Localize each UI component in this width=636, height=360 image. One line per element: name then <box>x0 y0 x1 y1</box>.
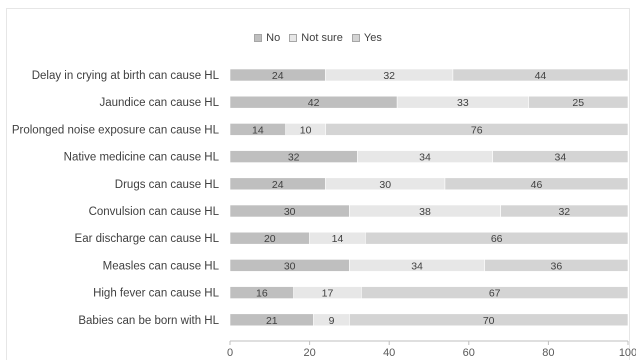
data-label-yes-jaundice-can-cause-hl: 25 <box>572 97 584 109</box>
data-label-no-delay-in-crying-at-birth-can-cause-hl: 24 <box>272 70 284 82</box>
x-tick-label: 40 <box>383 347 395 359</box>
bar-yes-babies-can-be-born-with-hl <box>349 313 629 327</box>
data-label-no-measles-can-cause-hl: 30 <box>284 260 296 272</box>
category-label-ear-discharge-can-cause-hl: Ear discharge can cause HL <box>75 233 220 245</box>
data-label-yes-native-medicine-can-cause-hl: 34 <box>554 152 566 164</box>
data-label-no-convulsion-can-cause-hl: 30 <box>284 206 296 218</box>
legend-label-yes: Yes <box>363 32 382 44</box>
data-label-no-high-fever-can-cause-hl: 16 <box>256 288 268 300</box>
data-label-not-sure-high-fever-can-cause-hl: 17 <box>322 288 334 300</box>
data-label-not-sure-delay-in-crying-at-birth-can-cause-hl: 32 <box>383 70 395 82</box>
chart-legend: No Not sure Yes <box>0 32 636 45</box>
legend-item-not-sure: Not sure <box>289 32 343 44</box>
bar-yes-drugs-can-cause-hl <box>444 177 629 191</box>
bar-yes-delay-in-crying-at-birth-can-cause-hl <box>452 68 629 82</box>
x-tick-label: 0 <box>227 347 233 359</box>
legend-label-no: No <box>266 32 281 44</box>
category-label-babies-can-be-born-with-hl: Babies can be born with HL <box>78 315 219 327</box>
bar-yes-native-medicine-can-cause-hl <box>492 150 629 163</box>
category-label-prolonged-noise-exposure-can-cause-hl: Prolonged noise exposure can cause HL <box>12 124 220 136</box>
data-label-no-prolonged-noise-exposure-can-cause-hl: 14 <box>252 124 264 136</box>
bar-yes-convulsion-can-cause-hl <box>500 204 629 218</box>
data-label-yes-high-fever-can-cause-hl: 67 <box>489 288 501 300</box>
data-label-not-sure-jaundice-can-cause-hl: 33 <box>457 97 469 109</box>
data-label-no-babies-can-be-born-with-hl: 21 <box>266 315 278 327</box>
category-label-delay-in-crying-at-birth-can-cause-hl: Delay in crying at birth can cause HL <box>32 70 220 82</box>
data-label-yes-delay-in-crying-at-birth-can-cause-hl: 44 <box>535 70 547 82</box>
bar-yes-prolonged-noise-exposure-can-cause-hl <box>325 123 629 136</box>
data-label-not-sure-babies-can-be-born-with-hl: 9 <box>329 315 335 327</box>
x-tick-label: 60 <box>463 347 475 359</box>
data-label-not-sure-convulsion-can-cause-hl: 38 <box>419 206 431 218</box>
data-label-yes-drugs-can-cause-hl: 46 <box>531 179 543 191</box>
category-label-jaundice-can-cause-hl: Jaundice can cause HL <box>99 97 219 109</box>
category-label-measles-can-cause-hl: Measles can cause HL <box>103 260 220 272</box>
legend-item-yes: Yes <box>351 32 382 44</box>
x-tick-label: 80 <box>542 347 554 359</box>
bar-yes-measles-can-cause-hl <box>484 259 629 272</box>
data-label-yes-babies-can-be-born-with-hl: 70 <box>483 315 495 327</box>
data-label-not-sure-ear-discharge-can-cause-hl: 14 <box>332 233 344 245</box>
bar-yes-high-fever-can-cause-hl <box>361 286 629 299</box>
data-label-not-sure-prolonged-noise-exposure-can-cause-hl: 10 <box>300 124 312 136</box>
data-label-no-jaundice-can-cause-hl: 42 <box>308 97 320 109</box>
legend-swatch-not-sure <box>289 34 298 42</box>
data-label-not-sure-native-medicine-can-cause-hl: 34 <box>419 152 431 164</box>
bar-yes-ear-discharge-can-cause-hl <box>365 231 629 245</box>
category-label-high-fever-can-cause-hl: High fever can cause HL <box>93 288 220 300</box>
data-label-yes-ear-discharge-can-cause-hl: 66 <box>491 233 503 245</box>
legend-item-no: No <box>254 32 280 44</box>
data-label-not-sure-drugs-can-cause-hl: 30 <box>379 179 391 191</box>
x-tick-label: 100 <box>619 347 636 359</box>
data-label-yes-prolonged-noise-exposure-can-cause-hl: 76 <box>471 124 483 136</box>
category-label-drugs-can-cause-hl: Drugs can cause HL <box>115 179 220 191</box>
category-label-native-medicine-can-cause-hl: Native medicine can cause HL <box>64 152 220 164</box>
data-label-no-native-medicine-can-cause-hl: 32 <box>288 152 300 164</box>
data-label-yes-measles-can-cause-hl: 36 <box>551 260 563 272</box>
legend-swatch-yes <box>351 34 360 42</box>
bar-yes-jaundice-can-cause-hl <box>528 95 629 109</box>
x-tick-label: 20 <box>303 347 315 359</box>
legend-label-not-sure: Not sure <box>301 32 343 44</box>
data-label-not-sure-measles-can-cause-hl: 34 <box>411 260 423 272</box>
data-label-yes-convulsion-can-cause-hl: 32 <box>558 206 570 218</box>
data-label-no-drugs-can-cause-hl: 24 <box>272 179 284 191</box>
category-label-convulsion-can-cause-hl: Convulsion can cause HL <box>89 206 220 218</box>
data-label-no-ear-discharge-can-cause-hl: 20 <box>264 233 276 245</box>
legend-swatch-no <box>254 34 263 42</box>
